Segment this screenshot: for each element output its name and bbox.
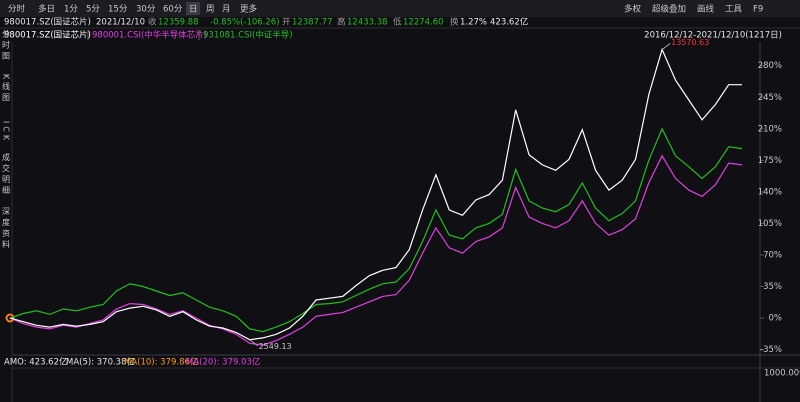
series-line: [9, 127, 743, 333]
ma5: MA(5): 370.38亿: [66, 357, 135, 368]
turnover: 1.27%: [460, 18, 487, 28]
sidebar-tab[interactable]: 分时图: [2, 30, 11, 63]
ma20: MA(20): 379.03亿: [186, 357, 260, 368]
sidebar-tab[interactable]: 深度资料: [2, 207, 11, 251]
quote-date: 2021/12/10: [96, 18, 145, 28]
series-line: [9, 154, 743, 346]
low: 12274.60: [403, 18, 444, 28]
high-label: 13570.63: [671, 38, 709, 47]
active-tab: [186, 2, 200, 15]
tool[interactable]: 超级叠加: [652, 4, 686, 15]
amount: 423.62亿: [490, 17, 528, 28]
tab[interactable]: 5分: [86, 5, 100, 15]
tool[interactable]: 多权: [624, 4, 642, 15]
change: -0.85%(-106.26): [210, 18, 280, 28]
amo-axis-label: 1000.00亿: [764, 368, 800, 379]
annotation-line: [249, 339, 258, 347]
toolbar-items: 分时 多日 1分 5分 15分 30分 60分日周月更多 多权 超级叠加 画线 工具 F9: [8, 4, 763, 15]
y-tick-label: 0%: [769, 314, 783, 324]
amo: AMO: 423.62亿: [4, 357, 68, 368]
y-tick-label: 245%: [758, 93, 782, 103]
legend: 980017.SZ(国证芯片) 980001.CSI(中华半导体芯片)931081…: [4, 30, 293, 41]
y-tick-label: 140%: [758, 187, 782, 197]
sidebar-tab[interactable]: K线图: [2, 74, 11, 104]
legend-entry: 980001.CSI(中华半导体芯片): [92, 30, 207, 41]
tool[interactable]: F9: [753, 5, 763, 15]
y-tick-label: 35%: [763, 282, 782, 292]
y-tick-label: 280%: [758, 61, 782, 71]
tab[interactable]: 日: [189, 5, 198, 15]
label: 开: [282, 18, 291, 28]
open: 12387.77: [292, 18, 333, 28]
tool[interactable]: 画线: [697, 4, 715, 15]
label: 换: [450, 17, 459, 28]
y-tick-label: -35%: [760, 345, 782, 355]
tab[interactable]: 30分: [136, 5, 156, 15]
tab[interactable]: 1分: [64, 5, 78, 15]
marker: [5, 313, 15, 323]
tab[interactable]: 多日: [38, 4, 55, 15]
legend-entry: 980017.SZ(国证芯片): [4, 30, 91, 41]
label: 高: [337, 17, 346, 28]
y-tick-label: 70%: [763, 250, 782, 260]
tool[interactable]: 工具: [725, 5, 743, 15]
label: 收: [148, 17, 157, 28]
tab[interactable]: 周: [206, 5, 215, 15]
quote-name: 980017.SZ(国证芯片): [4, 17, 91, 28]
high: 12433.38: [347, 18, 388, 28]
sidebar-tab[interactable]: ICK: [2, 121, 11, 143]
annotation-line: [661, 43, 671, 50]
y-tick-label: 210%: [758, 124, 782, 134]
tab[interactable]: 更多: [240, 4, 258, 15]
series-line: [9, 47, 742, 341]
y-tick-label: 105%: [758, 219, 782, 229]
ma10: MA(10): 379.86亿: [124, 357, 198, 368]
tab[interactable]: 分时: [8, 4, 26, 15]
range-label: 2016/12/12-2021/12/10(1217日): [644, 31, 782, 41]
legend-entry: 931081.CSI(中证半导): [203, 30, 293, 41]
sidebar-tab[interactable]: 成交明细: [2, 152, 11, 197]
y-tick-label: 175%: [758, 156, 782, 166]
label: 低: [393, 17, 402, 28]
tab[interactable]: 60分: [163, 5, 183, 15]
tab[interactable]: 15分: [108, 5, 128, 15]
close: 12359.88: [158, 18, 199, 28]
tab[interactable]: 月: [222, 5, 231, 15]
low-label: 2549.13: [259, 342, 292, 351]
